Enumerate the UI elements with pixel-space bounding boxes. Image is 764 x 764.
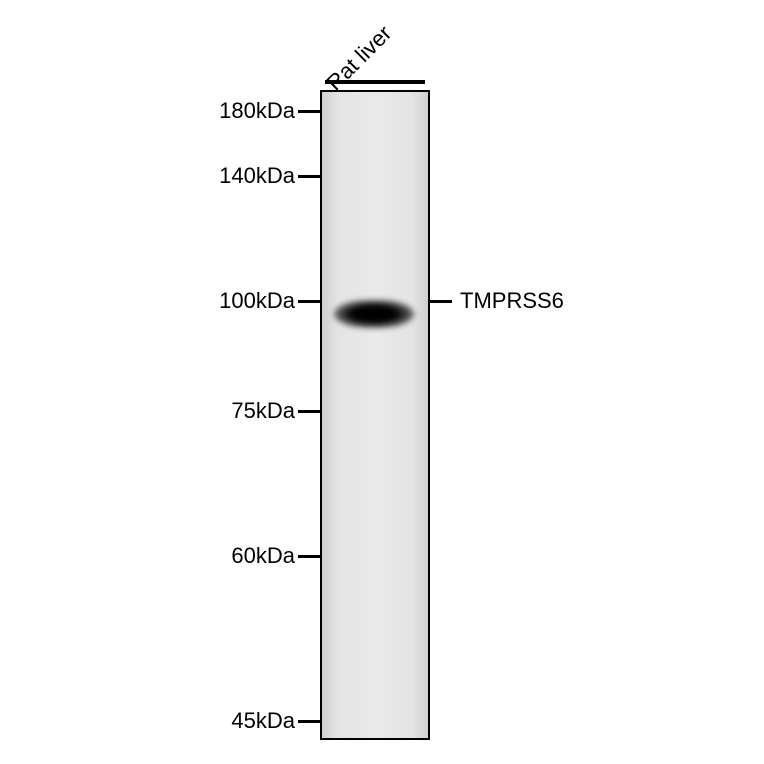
mw-tick-60	[298, 555, 320, 558]
mw-tick-180	[298, 110, 320, 113]
target-tick	[430, 300, 452, 303]
lane-header-bar	[325, 80, 425, 84]
lane-background	[322, 92, 428, 738]
mw-tick-140	[298, 175, 320, 178]
mw-label-140: 140kDa	[135, 163, 295, 189]
lane-label: Rat liver	[322, 21, 397, 96]
mw-tick-45	[298, 720, 320, 723]
mw-label-60: 60kDa	[135, 543, 295, 569]
mw-label-180: 180kDa	[135, 98, 295, 124]
blot-lane	[320, 90, 430, 740]
mw-label-100: 100kDa	[135, 288, 295, 314]
mw-label-45: 45kDa	[135, 708, 295, 734]
mw-label-75: 75kDa	[135, 398, 295, 424]
mw-tick-100	[298, 300, 320, 303]
blot-lane-container	[320, 90, 430, 740]
target-label: TMPRSS6	[460, 288, 564, 314]
protein-band	[334, 300, 414, 328]
mw-tick-75	[298, 410, 320, 413]
